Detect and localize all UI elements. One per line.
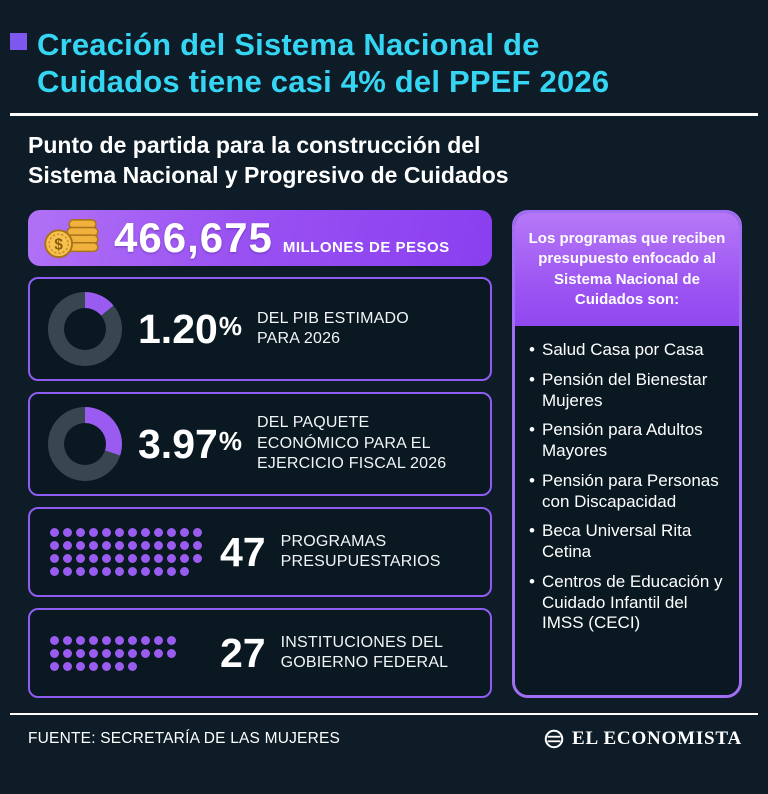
- budget-unit: MILLONES DE PESOS: [282, 239, 450, 257]
- program-item: Pensión del Bienestar Mujeres: [529, 370, 731, 411]
- banner-text: 466,675 MILLONES DE PESOS: [114, 214, 450, 262]
- donut-chart-paquete: [48, 407, 122, 482]
- header: Creación del Sistema Nacional de Cuidado…: [10, 26, 754, 100]
- stats-column: $ 466,675 MILLONES DE PESOS 1.20% DEL PI…: [28, 210, 492, 699]
- program-item: Salud Casa por Casa: [529, 340, 731, 361]
- dots-grid-programas: [48, 526, 204, 578]
- programs-panel: Los programas que reciben presupuesto en…: [512, 210, 742, 699]
- subtitle-line1: Punto de partida para la construcción de…: [28, 132, 481, 159]
- stat-pib-label: DEL PIB ESTIMADO PARA 2026: [256, 309, 409, 348]
- stat-pib-percent-sign: %: [218, 310, 242, 341]
- subtitle: Punto de partida para la construcción de…: [28, 131, 740, 191]
- program-item: Centros de Educación y Cuidado Infantil …: [529, 572, 731, 634]
- dots-figure-programas: [48, 526, 204, 578]
- footer: FUENTE: SECRETARÍA DE LAS MUJERES EL ECO…: [28, 728, 742, 750]
- svg-text:$: $: [54, 237, 63, 254]
- brand-logo: EL ECONOMISTA: [543, 728, 742, 750]
- stat-pib-box: 1.20% DEL PIB ESTIMADO PARA 2026: [28, 277, 492, 382]
- programs-panel-heading: Los programas que reciben presupuesto en…: [515, 213, 739, 327]
- stat-instituciones-label: INSTITUCIONES DEL GOBIERNO FEDERAL: [280, 633, 449, 672]
- budget-amount: 466,675: [114, 214, 273, 262]
- page-title: Creación del Sistema Nacional de Cuidado…: [37, 26, 609, 100]
- stat-instituciones-value: 27: [220, 630, 266, 677]
- total-budget-banner: $ 466,675 MILLONES DE PESOS: [28, 210, 492, 267]
- source-text: FUENTE: SECRETARÍA DE LAS MUJERES: [28, 730, 341, 748]
- bottom-divider: [10, 713, 758, 716]
- dots-figure-instituciones: [48, 634, 204, 673]
- main-content: $ 466,675 MILLONES DE PESOS 1.20% DEL PI…: [28, 210, 742, 699]
- stat-paquete-label: DEL PAQUETE ECONÓMICO PARA EL EJERCICIO …: [256, 414, 447, 473]
- title-bullet-square: [10, 33, 27, 50]
- brand-wordmark: EL ECONOMISTA: [572, 728, 742, 750]
- subtitle-line2: Sistema Nacional y Progresivo de Cuidado…: [28, 162, 509, 189]
- page-title-line2: Cuidados tiene casi 4% del PPEF 2026: [37, 64, 610, 100]
- stat-programas-number: 47: [220, 528, 266, 575]
- stat-instituciones-number: 27: [220, 629, 266, 676]
- stat-pib-value: 1.20%: [138, 306, 242, 353]
- globe-icon: [544, 729, 564, 749]
- stat-paquete-number: 3.97: [138, 420, 218, 467]
- program-item: Pensión para Adultos Mayores: [529, 420, 731, 461]
- stat-programas-label: PROGRAMAS PRESUPUESTARIOS: [280, 532, 441, 571]
- program-item: Pensión para Personas con Discapacidad: [529, 471, 731, 512]
- stat-paquete-percent-sign: %: [218, 425, 242, 456]
- stat-instituciones-box: 27 INSTITUCIONES DEL GOBIERNO FEDERAL: [28, 608, 492, 699]
- dots-grid-instituciones: [48, 634, 178, 673]
- coins-icon: $: [44, 219, 99, 259]
- stat-paquete-box: 3.97% DEL PAQUETE ECONÓMICO PARA EL EJER…: [28, 392, 492, 497]
- page-title-line1: Creación del Sistema Nacional de: [37, 27, 540, 62]
- stat-programas-box: 47 PROGRAMAS PRESUPUESTARIOS: [28, 507, 492, 598]
- stat-paquete-value: 3.97%: [138, 421, 242, 468]
- top-divider: [10, 113, 758, 117]
- infographic-page: Creación del Sistema Nacional de Cuidado…: [0, 26, 768, 794]
- stat-pib-number: 1.20: [138, 305, 218, 352]
- program-item: Beca Universal Rita Cetina: [529, 521, 731, 562]
- donut-chart-pib: [48, 292, 122, 367]
- programs-list: Salud Casa por Casa Pensión del Bienesta…: [515, 326, 739, 644]
- stat-programas-value: 47: [220, 529, 266, 576]
